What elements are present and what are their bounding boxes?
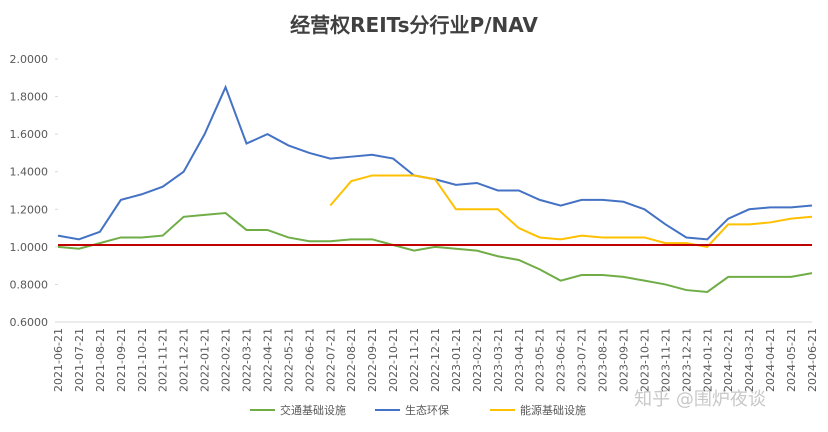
- x-tick-label: 2024-02-21: [722, 328, 735, 392]
- series-line: [329, 174, 813, 248]
- x-tick-label: 2024-01-21: [701, 328, 714, 392]
- x-tick-label: 2022-03-21: [241, 328, 254, 392]
- legend-label: 能源基础设施: [520, 403, 586, 417]
- x-tick-label: 2022-12-21: [429, 328, 442, 392]
- y-tick-label: 2.0000: [10, 53, 49, 66]
- x-tick-label: 2022-02-21: [220, 328, 233, 392]
- legend-label: 生态环保: [405, 403, 449, 417]
- watermark: 知乎 @围炉夜谈: [634, 389, 766, 410]
- y-tick-label: 1.4000: [10, 166, 49, 179]
- x-tick-label: 2023-02-21: [471, 328, 484, 392]
- x-tick-label: 2021-08-21: [94, 328, 107, 392]
- x-tick-label: 2023-08-21: [597, 328, 610, 392]
- x-tick-label: 2023-07-21: [576, 328, 589, 392]
- x-tick-label: 2022-04-21: [261, 328, 274, 392]
- x-tick-label: 2023-09-21: [618, 328, 631, 392]
- x-tick-label: 2024-03-21: [743, 328, 756, 392]
- x-tick-label: 2022-01-21: [199, 328, 212, 392]
- y-tick-label: 1.0000: [10, 241, 49, 254]
- x-tick-label: 2023-04-21: [513, 328, 526, 392]
- x-tick-label: 2023-10-21: [638, 328, 651, 392]
- y-tick-label: 0.6000: [10, 316, 49, 329]
- x-tick-label: 2021-09-21: [115, 328, 128, 392]
- x-tick-label: 2022-10-21: [387, 328, 400, 392]
- x-tick-label: 2021-12-21: [178, 328, 191, 392]
- y-tick-label: 1.6000: [10, 128, 49, 141]
- x-tick-label: 2023-03-21: [492, 328, 505, 392]
- x-tick-label: 2023-05-21: [534, 328, 547, 392]
- x-tick-label: 2022-09-21: [366, 328, 379, 392]
- x-tick-label: 2024-04-21: [764, 328, 777, 392]
- x-tick-label: 2022-05-21: [282, 328, 295, 392]
- x-tick-label: 2023-11-21: [659, 328, 672, 392]
- x-tick-label: 2023-12-21: [680, 328, 693, 392]
- legend-label: 交通基础设施: [280, 403, 346, 417]
- x-tick-label: 2022-11-21: [408, 328, 421, 392]
- x-tick-label: 2022-06-21: [303, 328, 316, 392]
- x-tick-label: 2021-07-21: [73, 328, 86, 392]
- series-line: [57, 212, 813, 293]
- y-tick-label: 1.2000: [10, 203, 49, 216]
- x-tick-label: 2024-06-21: [806, 328, 819, 392]
- x-tick-label: 2021-06-21: [52, 328, 65, 392]
- x-tick-label: 2023-06-21: [555, 328, 568, 392]
- x-tick-label: 2022-07-21: [324, 328, 337, 392]
- x-tick-label: 2024-05-21: [785, 328, 798, 392]
- y-tick-label: 0.8000: [10, 278, 49, 291]
- chart-title: 经营权REITs分行业P/NAV: [290, 13, 538, 37]
- x-tick-label: 2023-01-21: [450, 328, 463, 392]
- x-tick-label: 2021-11-21: [157, 328, 170, 392]
- x-tick-label: 2022-08-21: [345, 328, 358, 392]
- y-tick-label: 1.8000: [10, 91, 49, 104]
- series-line: [57, 84, 813, 241]
- x-tick-label: 2021-10-21: [136, 328, 149, 392]
